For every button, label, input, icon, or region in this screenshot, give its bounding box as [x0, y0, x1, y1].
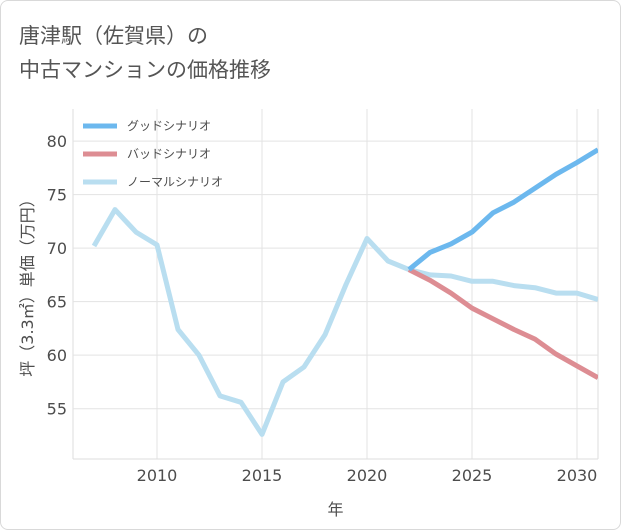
y-tick-labels: 55 60 65 70 75 80: [47, 132, 67, 419]
x-tick-label: 2010: [137, 466, 178, 485]
y-tick-label: 70: [47, 239, 67, 258]
x-tick-label: 2030: [557, 466, 598, 485]
series-lines: [91, 147, 598, 437]
vertical-gridlines: [72, 109, 599, 459]
series-line-0: [407, 147, 598, 272]
x-axis-label: 年: [327, 500, 343, 519]
x-tick-label: 2020: [347, 466, 388, 485]
x-tick-labels: 2010 2015 2020 2025 2030: [137, 466, 598, 485]
x-tick-label: 2015: [242, 466, 283, 485]
legend-label: バッドシナリオ: [127, 147, 211, 161]
legend-label: グッドシナリオ: [127, 119, 211, 133]
horizontal-gridlines: [73, 140, 598, 460]
series-line-1: [407, 267, 598, 380]
y-axis-label: 坪（3.3㎡）単価（万円）: [18, 191, 37, 376]
series-line-2: [91, 207, 598, 437]
chart-title: 唐津駅（佐賀県）の 中古マンションの価格推移: [19, 24, 271, 82]
y-tick-label: 55: [47, 400, 67, 419]
legend-label: ノーマルシナリオ: [127, 175, 223, 189]
y-tick-label: 75: [47, 186, 67, 205]
y-tick-label: 80: [47, 132, 67, 151]
y-tick-label: 60: [47, 346, 67, 365]
y-tick-label: 65: [47, 293, 67, 312]
x-tick-label: 2025: [452, 466, 493, 485]
